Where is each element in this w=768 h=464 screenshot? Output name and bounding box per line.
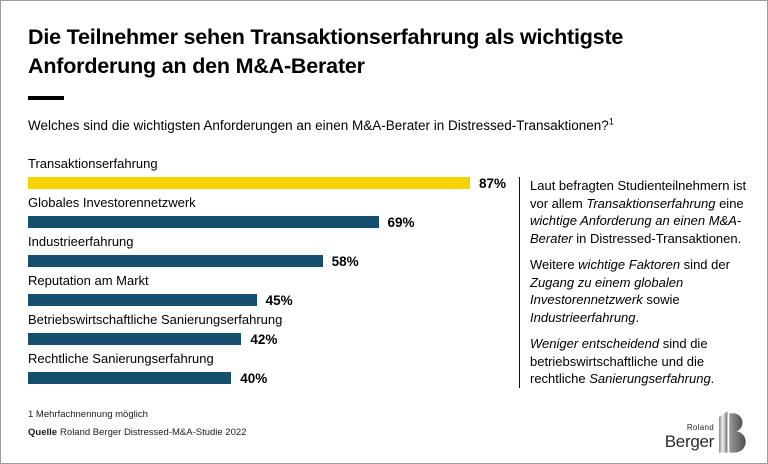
bar-value-label: 45% <box>265 292 293 308</box>
commentary-emphasis: wichtige Faktoren <box>578 257 681 272</box>
commentary-text: sind die betriebswirtschaftliche und die… <box>530 336 708 386</box>
commentary-emphasis: Transaktionserfahrung <box>586 195 716 211</box>
bar-value-label: 58% <box>331 253 359 269</box>
bar-track: 58% <box>28 253 536 269</box>
bar <box>28 372 232 384</box>
bar-category-label: Rechtliche Sanierungserfahrung <box>28 351 214 366</box>
chart-row: Transaktionserfahrung 87% <box>28 155 536 194</box>
bar-value-label: 42% <box>250 331 278 347</box>
bar <box>28 255 323 267</box>
bar <box>28 177 470 189</box>
bar-category-label: Industrieerfahrung <box>28 234 134 249</box>
chart-question: Welches sind die wichtigsten Anforderung… <box>28 117 698 134</box>
bar-category-label: Globales Investorennetzwerk <box>28 195 196 210</box>
commentary-text: sind der <box>680 257 730 272</box>
source-label: Quelle <box>28 427 58 438</box>
bar-track: 40% <box>28 370 536 386</box>
bar <box>28 294 257 306</box>
bar-value-label: 69% <box>387 214 415 230</box>
commentary-text: sowie <box>642 292 680 307</box>
commentary-paragraph: Weitere wichtige Faktoren sind der Zugan… <box>530 256 758 326</box>
roland-berger-b-icon <box>719 411 746 453</box>
commentary-emphasis: wichtige Anforderung an einen M&A-Berate… <box>530 213 742 246</box>
commentary-emphasis: Sanierungserfahrung <box>589 371 711 386</box>
chart-row: Industrieerfahrung 58% <box>28 233 536 272</box>
roland-berger-logo: Roland Berger <box>665 411 749 453</box>
chart-row: Reputation am Markt 45% <box>28 272 536 311</box>
commentary: Laut befragten Studienteilnehmern ist vo… <box>519 177 758 388</box>
source-text: Roland Berger Distressed-M&A-Studie 2022 <box>60 427 247 438</box>
bar-value-label: 40% <box>240 370 268 386</box>
logo-roland-text: Roland <box>686 423 714 432</box>
bar-track: 45% <box>28 292 536 308</box>
commentary-emphasis: Weniger entscheidend <box>530 336 660 351</box>
commentary-text: eine <box>715 195 744 211</box>
commentary-text: . <box>635 309 640 325</box>
bar-track: 69% <box>28 214 536 230</box>
chart-row: Rechtliche Sanierungserfahrung 40% <box>28 350 536 389</box>
commentary-paragraph: Laut befragten Studienteilnehmern ist vo… <box>530 177 758 247</box>
footnote: 1 Mehrfachnennung möglich <box>28 409 148 420</box>
bar-chart: Transaktionserfahrung 87% Globales Investo… <box>28 155 536 389</box>
bar-value-label: 87% <box>478 175 506 191</box>
logo-berger-text: Berger <box>664 432 715 451</box>
bar <box>28 333 242 345</box>
logo-wordmark: Roland Berger <box>664 423 715 453</box>
commentary-text: in Distressed-Transaktionen. <box>572 230 742 246</box>
bar-category-label: Transaktionserfahrung <box>28 156 158 171</box>
page-title: Die Teilnehmer sehen Transaktionserfahru… <box>28 25 624 78</box>
chart-row: Betriebswirtschaftliche Sanierungserfahr… <box>28 311 536 350</box>
commentary-text: . <box>710 371 715 386</box>
bar-track: 87% <box>28 175 536 191</box>
commentary-text: Laut befragten Studienteilnehmern ist vo… <box>530 178 747 211</box>
commentary-emphasis: Industrieerfahrung <box>530 309 636 325</box>
bar <box>28 216 379 228</box>
commentary-text: Weitere <box>530 257 579 272</box>
slide-header: Die Teilnehmer sehen Transaktionserfahru… <box>28 23 698 134</box>
source-line: Quelle Roland Berger Distressed-M&A-Studi… <box>28 427 246 438</box>
title-dash <box>28 96 64 100</box>
footnote-marker: 1 <box>608 116 614 127</box>
bar-category-label: Reputation am Markt <box>28 273 149 288</box>
chart-row: Globales Investorennetzwerk 69% <box>28 194 536 233</box>
chart-question-text: Welches sind die wichtigsten Anforderung… <box>28 118 609 133</box>
bar-track: 42% <box>28 331 536 347</box>
commentary-paragraph: Weniger entscheidend sind die betriebswi… <box>530 335 758 388</box>
bar-category-label: Betriebswirtschaftliche Sanierungserfahr… <box>28 312 283 327</box>
commentary-emphasis: Zugang zu einem globalen Investorennetzw… <box>530 274 684 308</box>
